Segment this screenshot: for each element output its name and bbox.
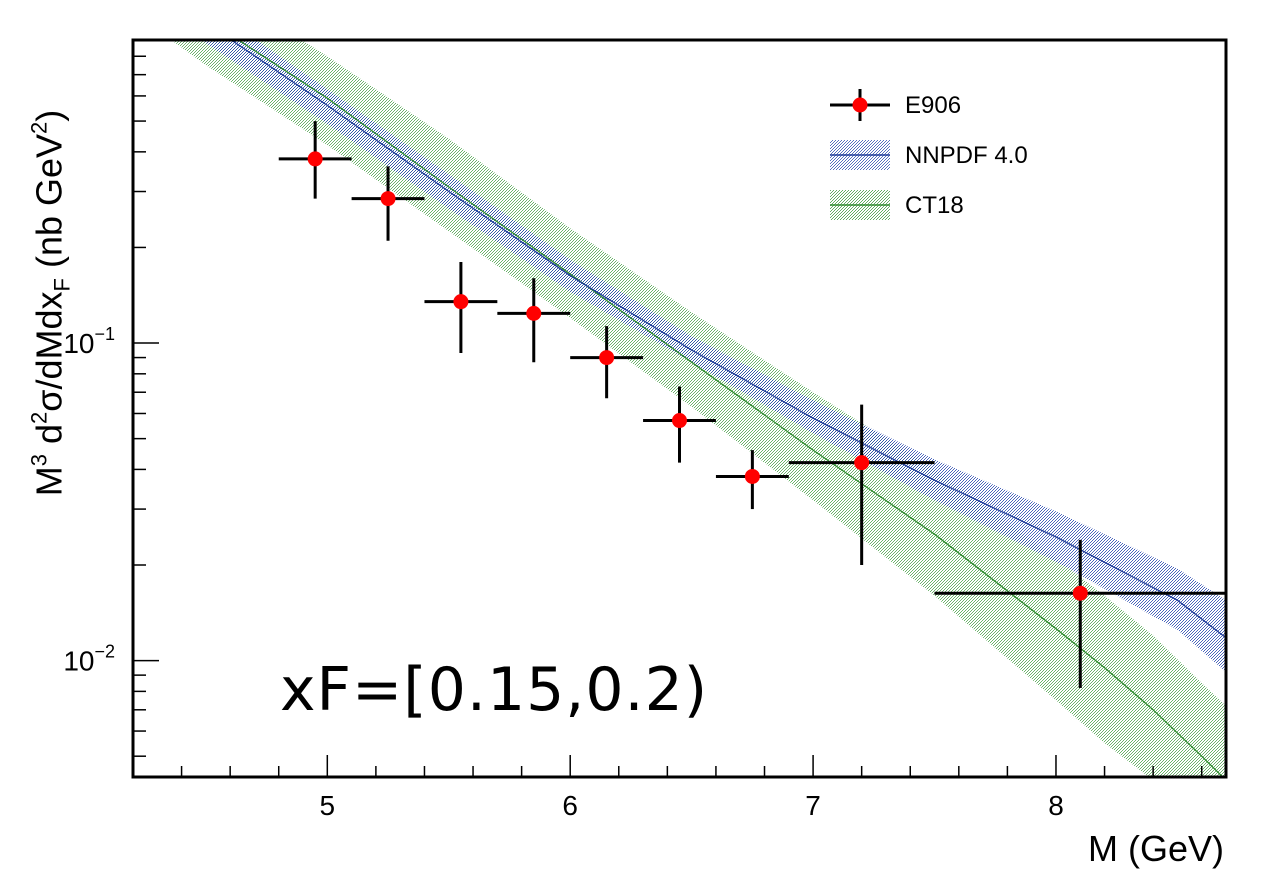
e906-point [715,450,789,510]
x-axis-label: M (GeV) [1087,828,1224,869]
e906-marker [526,305,542,321]
x-tick-label: 5 [320,790,336,821]
e906-marker [453,294,469,310]
e906-marker [854,455,870,471]
e906-point [278,121,352,199]
x-tick-label: 6 [562,790,578,821]
central-curves [230,40,1226,777]
x-tick-label: 8 [1048,790,1064,821]
e906-point [643,386,716,463]
legend-label: CT18 [905,192,964,219]
ct18-central-line [237,40,1224,777]
e906-point [788,404,935,566]
legend-e906-marker [852,97,868,113]
e906-point [934,539,1226,688]
data-points [278,121,1226,688]
y-axis-label: M3 d2σ/dMdxF (nb GeV2) [26,109,75,497]
y-axis-ticks: 10−1 10−2 [63,39,159,757]
e906-point [424,261,498,354]
e906-marker [307,151,323,167]
legend-item: NNPDF 4.0 [830,140,1028,170]
legend: E906 NNPDF 4.0 CT18 [830,89,1028,220]
nnpdf-4-0-central-line [230,40,1226,639]
plot-frame [131,38,1228,779]
e906-marker [744,468,760,484]
y-tick-label: 10−1 [63,324,115,359]
e906-point [351,166,425,241]
legend-label: NNPDF 4.0 [905,142,1028,169]
x-tick-label: 7 [805,790,821,821]
e906-marker [380,191,396,207]
legend-item: E906 [830,89,961,121]
kinematic-range-annotation: xF=[0.15,0.2) [280,655,709,725]
e906-marker [1072,585,1088,601]
e906-point [497,278,571,363]
y-tick-label: 10−2 [63,642,115,677]
e906-marker [672,413,687,429]
e906-point [570,326,644,399]
legend-label: E906 [905,92,961,119]
e906-marker [599,350,615,366]
legend-item: CT18 [830,190,964,220]
x-axis-ticks: 5 6 7 8 [132,755,1203,821]
